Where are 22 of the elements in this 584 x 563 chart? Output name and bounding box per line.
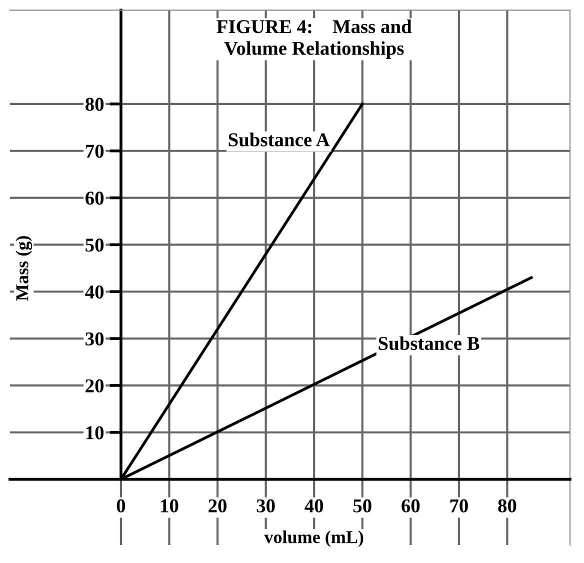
x-tick-label: 70 bbox=[450, 499, 468, 512]
text: FIGURE 4: Mass and Volume Relationships bbox=[216, 20, 412, 59]
y-tick-label: 60 bbox=[86, 192, 104, 205]
x-tick-label: 80 bbox=[498, 499, 516, 512]
y-tick-label: 10 bbox=[86, 426, 104, 440]
series-label: Substance A bbox=[228, 132, 330, 146]
x-tick-label: 20 bbox=[208, 499, 227, 512]
y-tick-label: 50 bbox=[86, 238, 104, 252]
y-tick-label: 70 bbox=[86, 144, 104, 158]
x-tick-label: 10 bbox=[161, 499, 178, 512]
x-tick-label: 50 bbox=[353, 499, 372, 512]
y-tick-label: 30 bbox=[86, 332, 104, 346]
y-tick-label: 80 bbox=[86, 98, 104, 111]
x-axis-title: volume (mL) bbox=[264, 530, 364, 547]
series-label: Substance B bbox=[378, 336, 480, 350]
y-axis-title: Mass (g) bbox=[16, 236, 32, 301]
x-tick-label: 40 bbox=[304, 499, 324, 512]
y-tick-label: 20 bbox=[86, 379, 104, 392]
x-tick-label: 30 bbox=[256, 499, 275, 512]
x-tick-label: 60 bbox=[402, 499, 420, 512]
x-tick-label: 0 bbox=[116, 499, 126, 512]
y-tick-label: 40 bbox=[85, 285, 104, 299]
